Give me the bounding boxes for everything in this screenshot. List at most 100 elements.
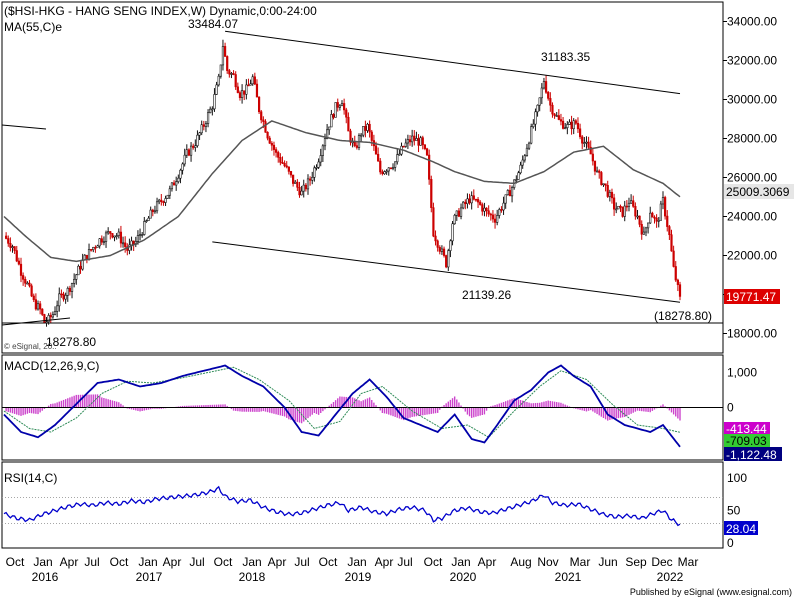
- candle-body: [143, 221, 146, 235]
- candle-body: [219, 64, 222, 77]
- candle-body: [187, 149, 191, 156]
- candle-body: [275, 149, 278, 153]
- candle-body: [470, 195, 473, 204]
- candle-body: [553, 113, 556, 116]
- x-month-label: Jul: [397, 555, 412, 569]
- price-annotation: 18278.80: [46, 335, 96, 349]
- x-month-label: Aug: [510, 555, 531, 569]
- candle-body: [623, 205, 626, 217]
- x-month-label: Dec: [651, 555, 672, 569]
- candle-body: [43, 314, 46, 323]
- candle-body: [217, 75, 220, 86]
- candle-body: [87, 249, 91, 260]
- candle-body: [406, 139, 409, 144]
- candle-body: [300, 190, 303, 196]
- candle-body: [270, 142, 273, 146]
- candle-body: [162, 201, 165, 204]
- candle-body: [124, 242, 127, 247]
- candle-body: [170, 182, 174, 190]
- candle-body: [608, 192, 611, 197]
- candle-body: [15, 250, 18, 262]
- candle-body: [672, 250, 675, 267]
- candle-body: [574, 120, 577, 124]
- candle-body: [81, 259, 84, 270]
- candle-body: [479, 201, 482, 205]
- candle-body: [515, 179, 518, 181]
- candle-body: [336, 102, 339, 108]
- candle-body: [423, 144, 427, 150]
- candle-body: [466, 198, 469, 205]
- candle-body: [566, 124, 569, 128]
- rsi-label: RSI(14,C): [4, 471, 57, 485]
- candle-body: [676, 279, 679, 285]
- candle-body: [192, 145, 195, 148]
- candle-body: [638, 215, 641, 225]
- candle-body: [26, 282, 29, 285]
- candle-body: [525, 147, 529, 157]
- candle-body: [94, 247, 97, 249]
- candle-body: [530, 126, 533, 144]
- candle-body: [240, 90, 244, 98]
- price-annotation: 31183.35: [541, 50, 590, 64]
- candle-body: [493, 218, 497, 223]
- candle-body: [141, 234, 144, 236]
- rsi-line: [3, 485, 681, 527]
- candle-body: [615, 208, 618, 211]
- candle-body: [408, 139, 412, 143]
- x-month-label: Jun: [598, 555, 617, 569]
- candle-body: [613, 197, 616, 210]
- candle-body: [657, 220, 660, 222]
- candle-body: [506, 190, 509, 196]
- candle-body: [353, 141, 356, 146]
- x-month-label: Nov: [537, 555, 558, 569]
- candle-body: [285, 165, 288, 168]
- candle-body: [640, 224, 643, 235]
- candle-body: [504, 194, 507, 204]
- candle-body: [370, 131, 373, 141]
- candle-body: [181, 163, 184, 171]
- chart-title: ($HSI-HKG - HANG SENG INDEX,W) Dynamic,0…: [4, 4, 317, 18]
- x-month-label: Apr: [478, 555, 497, 569]
- candle-body: [430, 179, 433, 208]
- candle-body: [28, 282, 31, 287]
- candle-body: [436, 240, 439, 248]
- candle-body: [149, 209, 152, 219]
- x-month-label: Oct: [424, 555, 443, 569]
- last-price-badge: [724, 289, 780, 304]
- candle-body: [636, 215, 639, 218]
- candle-body: [232, 73, 235, 75]
- candle-body: [319, 155, 322, 163]
- candle-body: [326, 129, 329, 139]
- candle-body: [345, 109, 348, 118]
- candle-body: [455, 210, 458, 216]
- candle-body: [49, 315, 52, 318]
- candle-body: [32, 295, 35, 300]
- candle-body: [277, 152, 280, 158]
- candle-body: [555, 115, 558, 117]
- candle-body: [34, 299, 37, 310]
- candle-body: [659, 203, 662, 221]
- candle-body: [491, 214, 495, 220]
- candle-body: [425, 148, 429, 156]
- candle-body: [60, 293, 63, 296]
- candle-body: [268, 137, 271, 144]
- price-tick-label: 22000.00: [727, 249, 777, 263]
- candle-body: [234, 74, 237, 88]
- ma-value-badge: [724, 184, 794, 199]
- price-annotation: 33484.07: [188, 17, 238, 31]
- candle-body: [317, 161, 320, 168]
- price-tick-label: 18000.00: [727, 327, 777, 341]
- candle-body: [153, 210, 157, 213]
- candle-body: [502, 202, 505, 211]
- ma-label: MA(55,C)e: [4, 20, 62, 34]
- candle-body: [387, 167, 390, 172]
- candle-body: [200, 124, 203, 134]
- candle-body: [160, 199, 163, 203]
- candle-body: [364, 126, 367, 131]
- macd-signal-badge: [724, 434, 770, 447]
- candle-body: [483, 207, 486, 212]
- candle-body: [321, 145, 324, 156]
- candle-body: [272, 144, 276, 150]
- candle-body: [457, 210, 461, 217]
- candle-body: [396, 154, 399, 163]
